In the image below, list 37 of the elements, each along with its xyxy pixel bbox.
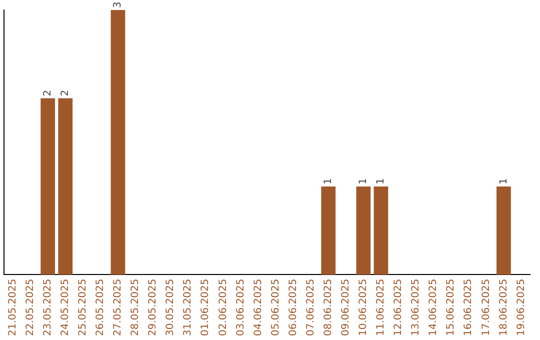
x-tick-label: 22.05.2025 — [24, 278, 36, 336]
x-tick-label: 14.06.2025 — [428, 278, 440, 336]
x-tick-label: 19.06.2025 — [516, 278, 527, 336]
x-tick-label: 31.05.2025 — [182, 278, 194, 336]
x-tick-label: 11.06.2025 — [376, 278, 387, 336]
x-tick-label: 03.06.2025 — [235, 278, 246, 336]
x-tick-label: 25.05.2025 — [77, 278, 88, 336]
x-tick-label: 26.05.2025 — [95, 278, 106, 336]
data-label: 1 — [358, 178, 370, 184]
x-tick-label: 09.06.2025 — [340, 278, 352, 336]
x-tick-label: 06.06.2025 — [288, 278, 299, 336]
data-label: 1 — [498, 178, 510, 184]
x-tick-label: 15.06.2025 — [446, 278, 457, 336]
data-label: 1 — [322, 178, 334, 184]
x-tick-label: 28.05.2025 — [130, 278, 142, 336]
x-tick-label: 08.06.2025 — [322, 278, 334, 336]
x-tick-label: 02.06.2025 — [218, 278, 229, 336]
x-tick-label: 05.06.2025 — [270, 278, 282, 336]
x-tick-label: 16.06.2025 — [463, 278, 474, 336]
data-label: 2 — [42, 90, 54, 96]
x-tick-label: 17.06.2025 — [480, 278, 492, 336]
x-tick-label: 18.06.2025 — [498, 278, 510, 336]
x-tick-label: 27.05.2025 — [112, 278, 124, 336]
data-label: 2 — [60, 90, 71, 96]
x-tick-label: 07.06.2025 — [305, 278, 316, 336]
x-tick-label: 29.05.2025 — [148, 278, 159, 336]
x-tick-label: 04.06.2025 — [252, 278, 264, 336]
x-tick-label: 24.05.2025 — [60, 278, 71, 336]
x-tick-label: 10.06.2025 — [358, 278, 370, 336]
x-tick-label: 30.05.2025 — [165, 278, 176, 336]
data-label: 3 — [112, 2, 124, 8]
x-tick-label: 12.06.2025 — [393, 278, 404, 336]
x-tick-label: 23.05.2025 — [42, 278, 54, 336]
x-tick-label: 13.06.2025 — [410, 278, 422, 336]
data-label: 1 — [376, 178, 387, 184]
x-tick-label: 21.05.2025 — [7, 278, 18, 336]
x-tick-label: 01.06.2025 — [200, 278, 212, 336]
